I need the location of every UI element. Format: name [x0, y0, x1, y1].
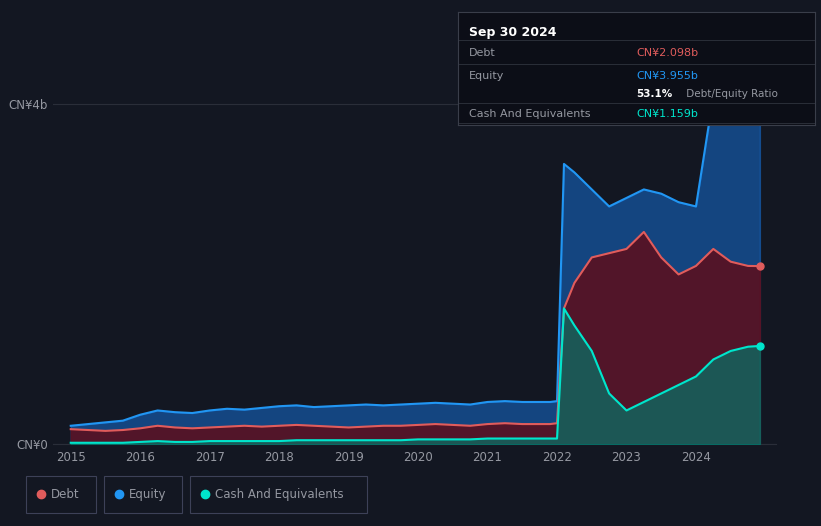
Text: Equity: Equity — [129, 488, 167, 501]
Text: Equity: Equity — [469, 71, 504, 81]
Text: 53.1%: 53.1% — [637, 89, 673, 99]
Text: Cash And Equivalents: Cash And Equivalents — [215, 488, 344, 501]
Text: CN¥1.159b: CN¥1.159b — [637, 109, 699, 119]
Text: Debt: Debt — [51, 488, 80, 501]
Text: Debt: Debt — [469, 48, 496, 58]
Text: Sep 30 2024: Sep 30 2024 — [469, 26, 557, 39]
Text: CN¥2.098b: CN¥2.098b — [637, 48, 699, 58]
Text: Cash And Equivalents: Cash And Equivalents — [469, 109, 590, 119]
Text: CN¥3.955b: CN¥3.955b — [637, 71, 699, 81]
Text: Debt/Equity Ratio: Debt/Equity Ratio — [683, 89, 778, 99]
